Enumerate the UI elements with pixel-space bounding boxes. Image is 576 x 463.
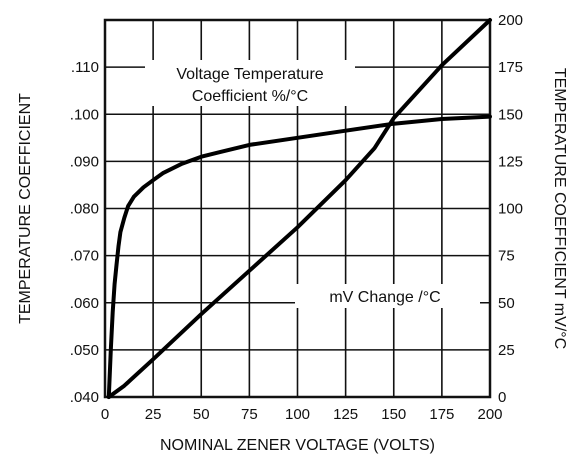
y-left-tick-label: .090	[70, 153, 99, 170]
y-right-tick-label: 150	[498, 106, 523, 123]
plot-frame	[103, 18, 492, 399]
y-right-tick-label: 50	[498, 295, 515, 312]
y-left-tick-label: .070	[70, 248, 99, 265]
y-axis-title-right: TEMPERATURE COEFFICIENT mV/°C	[551, 68, 568, 349]
y-right-tick-label: 125	[498, 153, 523, 170]
y-axis-title-left: TEMPERATURE COEFFICIENT	[17, 93, 34, 324]
annotations: Voltage Temperature Coefficient %/°C mV Ch…	[145, 60, 480, 308]
y-right-tick-label: 175	[498, 59, 523, 76]
y-right-tick-label: 25	[498, 342, 515, 359]
tick-labels: 0 25 50 75 100 125 150 175 200 .040 .050 .060 .070 .0…	[70, 12, 523, 423]
y-right-tick-label: 0	[498, 389, 506, 406]
x-axis-title: NOMINAL ZENER VOLTAGE (VOLTS)	[160, 437, 435, 454]
y-right-tick-label: 100	[498, 201, 523, 218]
series-label-box	[145, 60, 355, 106]
x-tick-label: 0	[101, 406, 109, 423]
y-left-tick-label: .060	[70, 295, 99, 312]
y-left-tick-label: .040	[70, 389, 99, 406]
x-tick-label: 125	[333, 406, 358, 423]
y-left-tick-label: .110	[71, 59, 99, 76]
series-label-box	[295, 284, 480, 308]
x-tick-label: 50	[193, 406, 210, 423]
y-left-tick-label: .100	[70, 106, 99, 123]
series-line-voltage-temp-coefficient	[106, 114, 492, 399]
series-group	[106, 18, 492, 399]
x-tick-label: 175	[429, 406, 454, 423]
y-left-tick-label: .050	[70, 342, 99, 359]
y-right-tick-label: 75	[498, 248, 515, 265]
y-right-tick-label: 200	[498, 12, 523, 29]
series-label-voltage-temp-line2: Coefficient %/°C	[192, 88, 308, 105]
x-tick-label: 75	[241, 406, 258, 423]
x-tick-label: 100	[285, 406, 310, 423]
series-line-mv-change	[106, 18, 492, 399]
series-label-mv-change: mV Change /°C	[329, 289, 440, 306]
x-tick-label: 150	[381, 406, 406, 423]
y-left-tick-label: .080	[70, 201, 99, 218]
x-tick-label: 25	[145, 406, 162, 423]
x-tick-label: 200	[477, 406, 502, 423]
series-label-voltage-temp-line1: Voltage Temperature	[176, 66, 323, 83]
